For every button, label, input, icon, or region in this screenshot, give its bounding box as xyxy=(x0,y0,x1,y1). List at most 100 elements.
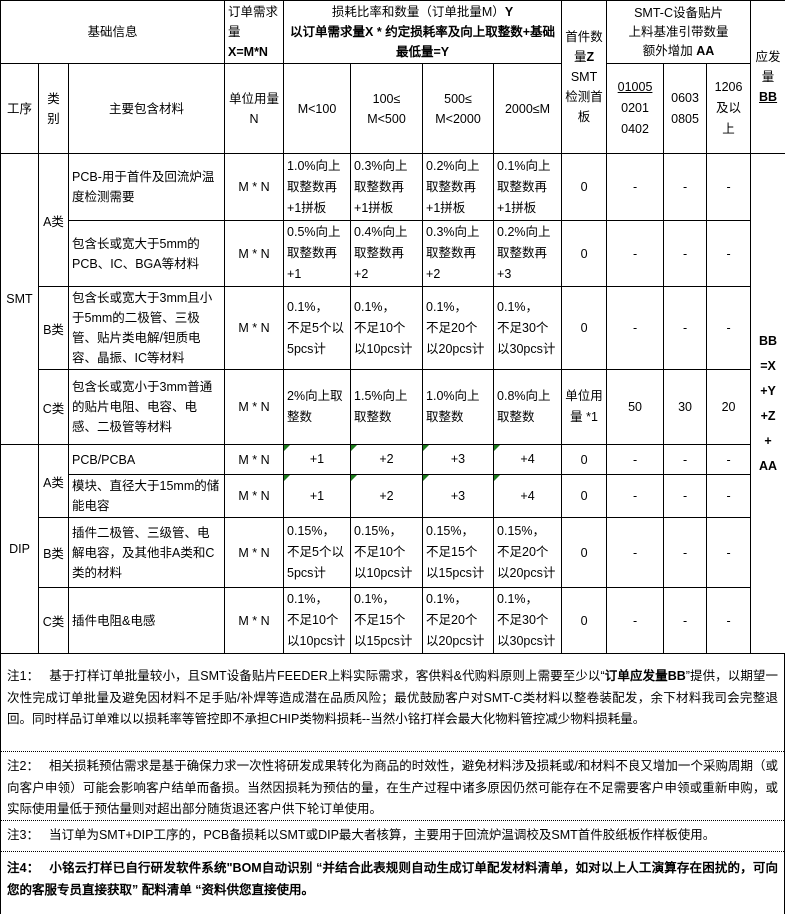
cell-category-smt-c: C类 xyxy=(38,369,69,445)
note-1: 注1： 基于打样订单批量较小，且SMT设备贴片FEEDER上料实际需求，客供料&代… xyxy=(7,669,779,726)
cell-loss-m2: +2 xyxy=(350,474,424,518)
loss-rate-table: 基础信息 订单需求量 X=M*N 损耗比率和数量（订单批量M）Y 以订单需求量X… xyxy=(0,0,785,654)
cell-material: 包含长或宽大于3mm且小于5mm的二极管、三极管、贴片类电解/钽质电容、晶振、I… xyxy=(67,286,226,370)
cell-first-article: 0 xyxy=(561,153,608,221)
cell-unit-usage: M * N xyxy=(224,153,285,221)
cell-loss-m3: 0.15%， 不足15个 以15pcs计 xyxy=(422,517,495,588)
cell-loss-m2: 0.1%， 不足10个 以10pcs计 xyxy=(350,286,424,370)
header-batch-lt100: M<100 xyxy=(283,63,352,154)
header-batch-ge2000: 2000≤M xyxy=(493,63,563,154)
cell-aa-1: - xyxy=(606,517,665,588)
basic-info-label: 基础信息 xyxy=(87,25,138,39)
cell-material: 插件电阻&电感 xyxy=(67,587,226,654)
cell-loss-m1: 2%向上取 整数 xyxy=(283,369,352,445)
cell-loss-m3: +3 xyxy=(422,474,495,518)
cell-aa-3: - xyxy=(706,444,752,475)
cell-loss-m2: +2 xyxy=(350,444,424,475)
cell-aa-3: 20 xyxy=(706,369,752,445)
comment-marker-icon xyxy=(494,445,501,451)
cell-unit-usage: M * N xyxy=(224,220,285,287)
first-article-note: SMT检测首板 xyxy=(565,70,603,124)
note-label: 注4： xyxy=(7,861,40,875)
cell-aa-2: 30 xyxy=(663,369,708,445)
cell-aa-2: - xyxy=(663,474,708,518)
cell-material: 包含长或宽大于5mm的PCB、IC、BGA等材料 xyxy=(67,220,226,287)
cell-aa-3: - xyxy=(706,286,752,370)
cell-material: 插件二极管、三级管、电解电容，及其他非A类和C类的材料 xyxy=(67,517,226,588)
cell-aa-2: - xyxy=(663,286,708,370)
cell-first-article: 0 xyxy=(561,286,608,370)
cell-loss-m2: 0.1%， 不足15个 以15pcs计 xyxy=(350,587,424,654)
note-label: 注3： xyxy=(7,828,39,842)
cell-unit-usage: M * N xyxy=(224,369,285,445)
note-label: 注2： xyxy=(7,759,39,773)
header-pkg-01005: 01005 0201 0402 xyxy=(606,63,665,154)
header-first-article: 首件数量Z SMT检测首板 xyxy=(561,0,608,154)
cell-aa-3: - xyxy=(706,587,752,654)
loss-formula: 以订单需求量X * 约定损耗率及向上取整数+基础最低量=Y xyxy=(290,25,555,59)
order-demand-formula: X=M*N xyxy=(228,45,268,59)
cell-unit-usage: M * N xyxy=(224,474,285,518)
cell-aa-3: - xyxy=(706,220,752,287)
cell-process-smt: SMT xyxy=(0,153,39,445)
cell-loss-m2: 0.15%， 不足10个 以10pcs计 xyxy=(350,517,424,588)
cell-first-article: 0 xyxy=(561,444,608,475)
cell-aa-3: - xyxy=(706,153,752,221)
cell-loss-m1: 0.15%， 不足5个以 5pcs计 xyxy=(283,517,352,588)
cell-first-article: 单位用 量 *1 xyxy=(561,369,608,445)
first-article-var: Z xyxy=(586,50,595,64)
cell-unit-usage: M * N xyxy=(224,444,285,475)
cell-loss-m3: 0.3%向上 取整数再 +2 xyxy=(422,220,495,287)
cell-loss-m3: 1.0%向上 取整数 xyxy=(422,369,495,445)
cell-first-article: 0 xyxy=(561,474,608,518)
comment-marker-icon xyxy=(284,445,291,451)
cell-aa-1: 50 xyxy=(606,369,665,445)
cell-loss-m2: 1.5%向上 取整数 xyxy=(350,369,424,445)
header-batch-100-500: 100≤ M<500 xyxy=(350,63,424,154)
cell-first-article: 0 xyxy=(561,220,608,287)
cell-aa-2: - xyxy=(663,587,708,654)
cell-material: PCB/PCBA xyxy=(67,444,226,475)
note-3: 注3： 当订单为SMT+DIP工序的，PCB备损耗以SMT或DIP最大者核算，主要… xyxy=(1,820,784,851)
cell-loss-m1: 0.5%向上 取整数再 +1 xyxy=(283,220,352,287)
cell-material: PCB-用于首件及回流炉温度检测需要 xyxy=(67,153,226,221)
cell-loss-m4: 0.8%向上 取整数 xyxy=(493,369,563,445)
cell-first-article: 0 xyxy=(561,517,608,588)
header-loss-ratio: 损耗比率和数量（订单批量M）Y 以订单需求量X * 约定损耗率及向上取整数+基础… xyxy=(283,0,563,64)
cell-dispatch-formula: BB =X +Y +Z + AA xyxy=(750,153,785,654)
header-pkg-0603: 0603 0805 xyxy=(663,63,708,154)
cell-loss-m4: 0.1%， 不足30个 以30pcs计 xyxy=(493,286,563,370)
cell-unit-usage: M * N xyxy=(224,587,285,654)
cell-loss-m4: 0.2%向上 取整数再 +3 xyxy=(493,220,563,287)
cell-aa-1: - xyxy=(606,587,665,654)
cell-loss-m1: +1 xyxy=(283,474,352,518)
header-basic-info: 基础信息 xyxy=(0,0,226,64)
cell-loss-m2: 0.3%向上 取整数再 +1拼板 xyxy=(350,153,424,221)
cell-process-dip: DIP xyxy=(0,444,39,654)
comment-marker-icon xyxy=(494,475,501,481)
header-category: 类别 xyxy=(38,63,69,154)
cell-loss-m3: 0.2%向上 取整数再 +1拼板 xyxy=(422,153,495,221)
header-batch-500-2000: 500≤ M<2000 xyxy=(422,63,495,154)
cell-unit-usage: M * N xyxy=(224,286,285,370)
cell-aa-1: - xyxy=(606,286,665,370)
cell-loss-m1: 0.1%， 不足10个 以10pcs计 xyxy=(283,587,352,654)
cell-aa-2: - xyxy=(663,444,708,475)
cell-loss-m2: 0.4%向上 取整数再 +2 xyxy=(350,220,424,287)
cell-aa-1: - xyxy=(606,444,665,475)
cell-loss-m4: 0.15%， 不足20个 以20pcs计 xyxy=(493,517,563,588)
cell-aa-3: - xyxy=(706,517,752,588)
cell-category-dip-a: A类 xyxy=(38,444,69,518)
cell-unit-usage: M * N xyxy=(224,517,285,588)
cell-aa-2: - xyxy=(663,517,708,588)
smtc-var: AA xyxy=(696,43,715,58)
cell-aa-1: - xyxy=(606,153,665,221)
header-process: 工序 xyxy=(0,63,39,154)
cell-first-article: 0 xyxy=(561,587,608,654)
cell-aa-1: - xyxy=(606,474,665,518)
comment-marker-icon xyxy=(423,475,430,481)
cell-category-dip-b: B类 xyxy=(38,517,69,588)
header-smtc-feeder: SMT-C设备贴片 上料基准引带数量 额外增加 AA xyxy=(606,0,752,64)
cell-loss-m4: 0.1%向上 取整数再 +1拼板 xyxy=(493,153,563,221)
